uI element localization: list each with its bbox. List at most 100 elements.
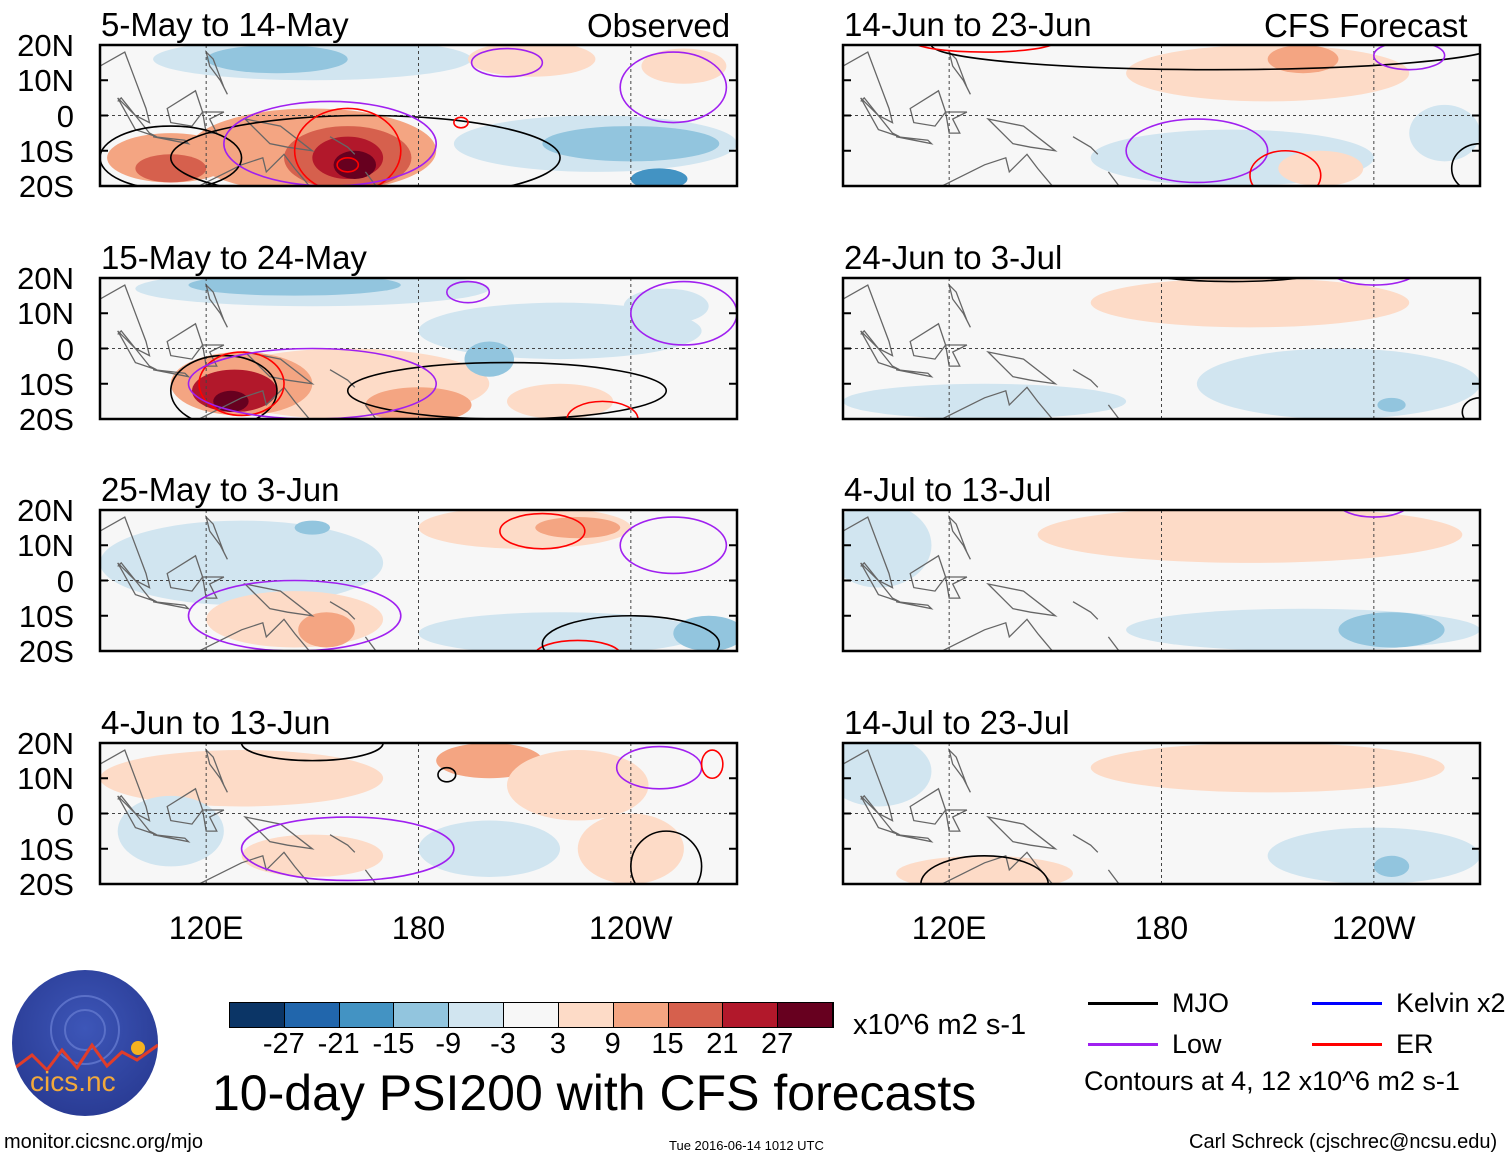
anomaly-shading <box>298 612 355 648</box>
contour-mjo <box>1450 142 1480 186</box>
panel-title: 15-May to 24-May <box>101 239 367 276</box>
colorbar-swatch <box>230 1003 285 1027</box>
coastline <box>364 869 377 884</box>
coastline <box>940 153 1054 186</box>
anomaly-shading <box>1338 612 1445 648</box>
coastline <box>1107 404 1120 419</box>
colorbar-label: 3 <box>549 1028 566 1060</box>
contour-er <box>535 639 620 651</box>
contour-low <box>446 280 491 304</box>
coastline <box>152 601 191 610</box>
contour-er <box>700 749 724 780</box>
anomaly-shading <box>896 855 1074 884</box>
lat-tick-label: 20S <box>18 169 74 204</box>
anomaly-shading <box>673 615 737 651</box>
anomaly-shading <box>1409 104 1480 162</box>
coastline <box>986 350 1058 385</box>
anomaly-shading <box>641 48 727 84</box>
contour-er <box>915 45 1054 53</box>
coastline <box>100 516 151 589</box>
coastline <box>1072 601 1099 620</box>
anomaly-shading <box>630 168 688 186</box>
lat-tick-label: 20N <box>17 28 74 63</box>
contour-er <box>293 107 402 186</box>
anomaly-shading <box>418 612 702 651</box>
contour-low <box>1373 45 1446 71</box>
legend-line-kelvin <box>1312 1002 1382 1005</box>
coastline <box>1107 636 1120 651</box>
map-panel <box>98 741 739 886</box>
coastline <box>948 49 971 95</box>
contour-mjo <box>920 855 1050 884</box>
colorbar-label: -3 <box>490 1028 516 1060</box>
anomaly-shading <box>1196 348 1480 419</box>
lat-tick-label: 10S <box>18 831 74 867</box>
lat-tick-label: 0 <box>56 563 74 599</box>
colorbar-label: 27 <box>761 1028 794 1060</box>
contour-note: Contours at 4, 12 x10^6 m2 s-1 <box>1084 1066 1460 1096</box>
lat-tick-label: 10N <box>17 296 74 332</box>
coastline <box>909 554 947 592</box>
coastline <box>948 747 971 793</box>
coastline <box>909 787 947 825</box>
coastline <box>843 284 894 357</box>
coastline <box>205 282 228 328</box>
anomaly-shading <box>188 278 401 296</box>
cicsnc-logo: cics.nc <box>12 970 158 1116</box>
contour-mjo <box>930 45 1480 71</box>
anomaly-shading <box>1267 827 1480 884</box>
coastline <box>1107 171 1120 186</box>
anomaly-shading <box>100 750 384 807</box>
map-panel <box>98 43 739 188</box>
coastline <box>986 815 1058 850</box>
lon-tick-label: 120E <box>911 910 987 946</box>
coastline <box>166 554 204 592</box>
lat-tick-label: 0 <box>56 331 74 367</box>
coastline <box>205 747 228 793</box>
lat-tick-label: 10N <box>17 761 74 797</box>
observed-label: Observed <box>587 7 731 44</box>
coastline <box>197 153 311 186</box>
contour-er <box>453 116 469 129</box>
anomaly-shading <box>843 743 932 807</box>
coastline <box>986 117 1058 152</box>
coastline <box>944 576 968 599</box>
contour-low <box>630 280 737 346</box>
contour-er <box>1249 149 1322 186</box>
contour-er <box>566 400 639 419</box>
coastline <box>364 636 377 651</box>
coastline <box>205 49 228 95</box>
lon-tick-label: 120W <box>1332 910 1416 946</box>
anomaly-shading <box>333 150 377 179</box>
coastline <box>948 282 971 328</box>
lat-tick-label: 0 <box>56 796 74 832</box>
coastline <box>100 749 151 822</box>
colorbar-units: x10^6 m2 s-1 <box>853 1009 1027 1041</box>
lat-tick-label: 10N <box>17 528 74 564</box>
coastline <box>843 516 894 589</box>
anomaly-shading <box>468 45 596 77</box>
anomaly-shading <box>506 750 649 821</box>
contour-mjo <box>541 614 721 651</box>
colorbar-swatch <box>504 1003 559 1027</box>
coastline <box>1072 136 1099 155</box>
lon-tick-label: 120W <box>589 910 673 946</box>
coastline <box>329 601 356 620</box>
contour-er <box>499 512 586 550</box>
map-panel <box>841 741 1482 886</box>
contour-low <box>1117 743 1135 744</box>
panel-title: 4-Jun to 13-Jun <box>101 704 331 741</box>
coastline <box>100 284 151 357</box>
lat-tick-label: 20N <box>17 261 74 296</box>
anomaly-shading <box>418 820 561 877</box>
lat-tick-label: 10S <box>18 133 74 169</box>
coastline <box>895 601 934 610</box>
colorbar-label: 21 <box>706 1028 739 1060</box>
anomaly-shading <box>535 517 621 539</box>
footer-url[interactable]: monitor.cicsnc.org/mjo <box>4 1131 203 1153</box>
lat-tick-label: 10S <box>18 366 74 402</box>
anomaly-shading <box>213 390 249 412</box>
colorbar-swatch <box>339 1003 395 1027</box>
colorbar-label: -27 <box>262 1028 305 1060</box>
logo-text: cics.nc <box>30 1066 116 1097</box>
